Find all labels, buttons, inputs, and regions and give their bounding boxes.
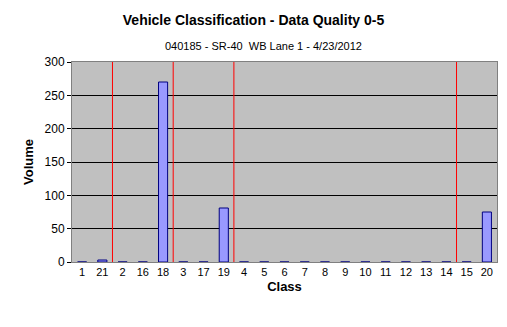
svg-text:200: 200 (45, 122, 65, 136)
svg-text:13: 13 (420, 266, 432, 278)
svg-text:12: 12 (400, 266, 412, 278)
svg-text:5: 5 (261, 266, 267, 278)
svg-text:10: 10 (359, 266, 371, 278)
svg-text:7: 7 (302, 266, 308, 278)
svg-text:15: 15 (461, 266, 473, 278)
svg-text:300: 300 (45, 55, 65, 69)
svg-text:250: 250 (45, 89, 65, 103)
svg-text:6: 6 (281, 266, 287, 278)
svg-text:3: 3 (180, 266, 186, 278)
svg-text:Vehicle Classification - Data: Vehicle Classification - Data Quality 0-… (123, 12, 385, 28)
svg-text:Class: Class (267, 279, 302, 294)
svg-text:Volume: Volume (21, 139, 36, 185)
svg-text:100: 100 (45, 189, 65, 203)
svg-text:1: 1 (79, 266, 85, 278)
svg-text:4: 4 (241, 266, 247, 278)
svg-text:21: 21 (96, 266, 108, 278)
svg-text:50: 50 (51, 222, 65, 236)
svg-text:150: 150 (45, 155, 65, 169)
svg-text:19: 19 (218, 266, 230, 278)
svg-text:0: 0 (58, 255, 65, 269)
svg-text:8: 8 (322, 266, 328, 278)
svg-text:17: 17 (197, 266, 209, 278)
svg-text:2: 2 (120, 266, 126, 278)
svg-text:16: 16 (137, 266, 149, 278)
svg-text:9: 9 (342, 266, 348, 278)
svg-text:18: 18 (157, 266, 169, 278)
svg-text:11: 11 (380, 266, 391, 278)
svg-text:20: 20 (481, 266, 493, 278)
svg-text:040185 - SR-40 WB Lane 1 - 4/: 040185 - SR-40 WB Lane 1 - 4/23/2012 (165, 40, 362, 52)
svg-text:14: 14 (440, 266, 452, 278)
